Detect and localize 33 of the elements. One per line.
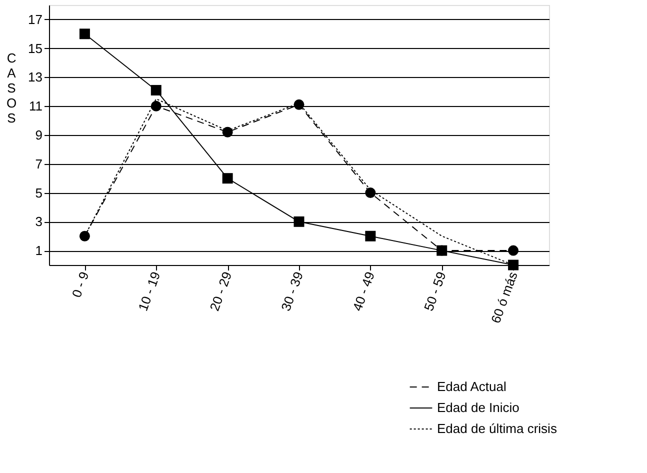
x-tick-label: 0 - 9 bbox=[68, 270, 92, 300]
point bbox=[150, 84, 162, 96]
legend-label: Edad de Inicio bbox=[437, 400, 520, 415]
point bbox=[79, 28, 90, 40]
point bbox=[508, 260, 519, 270]
y-tick-label: 15 bbox=[28, 40, 42, 56]
x-tick-label: 30 - 39 bbox=[278, 270, 306, 313]
y-tick-label: 9 bbox=[35, 128, 42, 142]
point bbox=[365, 230, 376, 242]
y-tick-label: 7 bbox=[35, 156, 42, 172]
y-axis-title: CASOS bbox=[6, 50, 17, 126]
point bbox=[294, 216, 304, 227]
legend-label: Edad Actual bbox=[437, 379, 506, 394]
y-tick-label: 11 bbox=[29, 98, 42, 114]
point bbox=[79, 230, 90, 242]
point bbox=[222, 126, 233, 138]
y-tick-label: 1 bbox=[35, 243, 42, 258]
x-tick-label: 50 - 59 bbox=[420, 270, 449, 313]
legend-label: Edad de última crisis bbox=[437, 421, 558, 436]
y-tick-label: 3 bbox=[35, 214, 42, 230]
x-tick-label: 60 ó más bbox=[488, 269, 521, 326]
point bbox=[508, 245, 519, 256]
point bbox=[294, 99, 304, 110]
point bbox=[365, 188, 376, 198]
y-tick-label: 13 bbox=[28, 70, 42, 85]
x-tick-label: 10 - 19 bbox=[135, 270, 164, 313]
y-tick-label: 5 bbox=[35, 185, 42, 200]
y-tick-label: 17 bbox=[28, 12, 42, 27]
x-tick-label: 20 - 29 bbox=[206, 270, 235, 313]
x-tick-label: 40 - 49 bbox=[350, 270, 378, 313]
point bbox=[150, 100, 162, 112]
point bbox=[436, 245, 448, 256]
point bbox=[222, 173, 233, 184]
